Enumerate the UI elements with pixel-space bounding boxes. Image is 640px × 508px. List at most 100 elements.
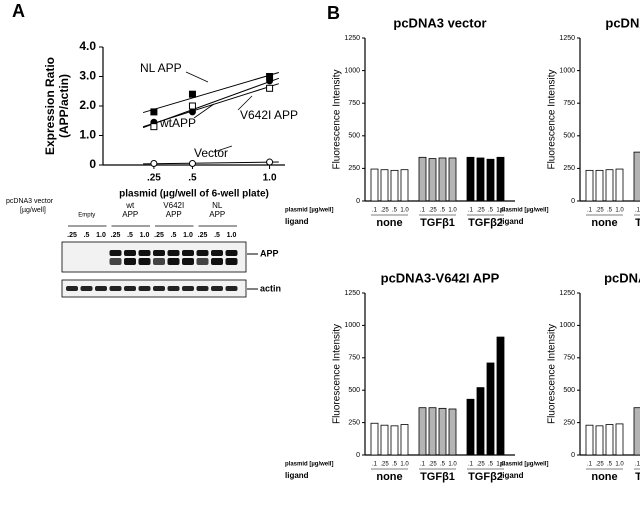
- chart-title: pcDNA3-wt APP: [605, 15, 640, 30]
- band: [138, 258, 151, 265]
- band: [225, 258, 238, 265]
- x-tick-label: 1.0: [263, 173, 277, 184]
- band: [109, 250, 122, 256]
- band: [109, 258, 122, 265]
- group-label: APP: [209, 210, 225, 219]
- x-tick-label: .5: [392, 208, 398, 214]
- y-tick-label: 0: [571, 198, 575, 205]
- band: [196, 258, 209, 265]
- bar: [605, 169, 614, 202]
- group-label: none: [591, 217, 617, 229]
- point: [188, 90, 196, 98]
- panel-label: A: [12, 1, 25, 21]
- y-axis-label: Fluorescence Intensity: [332, 324, 343, 424]
- bar: [615, 168, 624, 202]
- bar: [390, 169, 399, 202]
- point: [266, 84, 274, 92]
- y-tick-label: 750: [348, 100, 360, 107]
- band: [109, 286, 122, 291]
- bar: [390, 425, 399, 456]
- lane-label: .5: [214, 232, 220, 239]
- bar: [418, 156, 427, 202]
- x-tick-label: .25: [595, 462, 604, 468]
- lane-label: .25: [198, 232, 208, 239]
- y-tick-label: 500: [563, 387, 575, 394]
- group-label: TGFβ1: [635, 471, 640, 483]
- group-label: V642I: [163, 201, 184, 210]
- bar: [466, 156, 475, 202]
- point: [150, 160, 158, 168]
- lane-label: 1.0: [227, 232, 237, 239]
- y-tick-label: 3.0: [79, 69, 96, 83]
- panel-label: B: [327, 3, 340, 23]
- y-axis-label: Fluorescence Intensity: [332, 69, 343, 169]
- series-label: NL APP: [140, 61, 182, 75]
- point: [150, 108, 158, 116]
- regression-line: [142, 72, 279, 114]
- band: [153, 258, 165, 265]
- bar: [428, 407, 437, 456]
- bar: [585, 169, 594, 202]
- bar: [400, 424, 409, 456]
- group-label: Empty: [78, 213, 95, 219]
- x-tick-label: .1: [420, 208, 426, 214]
- x-tick-label: .5: [440, 208, 446, 214]
- y-tick-label: 1.0: [79, 128, 96, 142]
- group-label: TGFβ2: [468, 471, 503, 483]
- x-tick-label: 1.0: [400, 462, 409, 468]
- regression-line: [143, 161, 279, 165]
- x-tick-label: .1: [635, 462, 640, 468]
- group-label: none: [376, 471, 402, 483]
- leader-line: [193, 103, 215, 119]
- x-tick-label: .25: [380, 208, 389, 214]
- y-tick-label: 250: [563, 419, 575, 426]
- bar: [448, 408, 457, 456]
- y-tick-label: 1250: [344, 290, 360, 297]
- band-label: actin: [260, 283, 281, 293]
- y-tick-label: 750: [563, 355, 575, 362]
- x-tick-label: .1: [635, 208, 640, 214]
- leader-line: [237, 95, 253, 111]
- bar: [486, 362, 495, 456]
- x-tick-label: 1.0: [615, 208, 624, 214]
- band: [80, 286, 93, 291]
- x-tick-label: .25: [476, 462, 485, 468]
- x-axis-label: plasmid [µg/well]: [500, 462, 548, 468]
- bar: [476, 157, 485, 202]
- x-tick-label: 1.0: [448, 462, 457, 468]
- band: [124, 258, 136, 265]
- x-tick-label: 1.0: [448, 208, 457, 214]
- y-tick-label: 500: [563, 133, 575, 140]
- x-tick-label: .1: [372, 208, 378, 214]
- lane-label: 1.0: [96, 232, 106, 239]
- group-axis-label: ligand: [500, 471, 524, 480]
- x-tick-label: .5: [392, 462, 398, 468]
- x-tick-label: .5: [607, 208, 613, 214]
- bar: [428, 158, 437, 202]
- y-tick-label: 1250: [559, 290, 575, 297]
- band: [167, 286, 180, 291]
- bar: [370, 422, 379, 456]
- band: [196, 286, 209, 291]
- band: [138, 250, 151, 256]
- group-label: APP: [166, 210, 182, 219]
- x-tick-label: 1.0: [496, 462, 505, 468]
- group-label: none: [376, 217, 402, 229]
- y-tick-label: 1000: [344, 67, 360, 74]
- x-tick-label: .25: [476, 208, 485, 214]
- bar: [615, 423, 624, 456]
- y-tick-label: 1250: [344, 35, 360, 42]
- band: [138, 286, 151, 291]
- blot-frame: [61, 241, 247, 273]
- group-axis-label: ligand: [285, 471, 309, 480]
- band: [167, 250, 180, 256]
- group-label: NL: [212, 201, 223, 210]
- x-tick-label: .25: [428, 208, 437, 214]
- bar: [448, 157, 457, 202]
- series-label: V642I APP: [240, 108, 298, 122]
- lane-label: .5: [84, 232, 90, 239]
- band-label: APP: [260, 248, 279, 258]
- x-tick-label: .1: [468, 462, 474, 468]
- bar: [418, 407, 427, 456]
- chart-title: pcDNA3 vector: [393, 15, 486, 30]
